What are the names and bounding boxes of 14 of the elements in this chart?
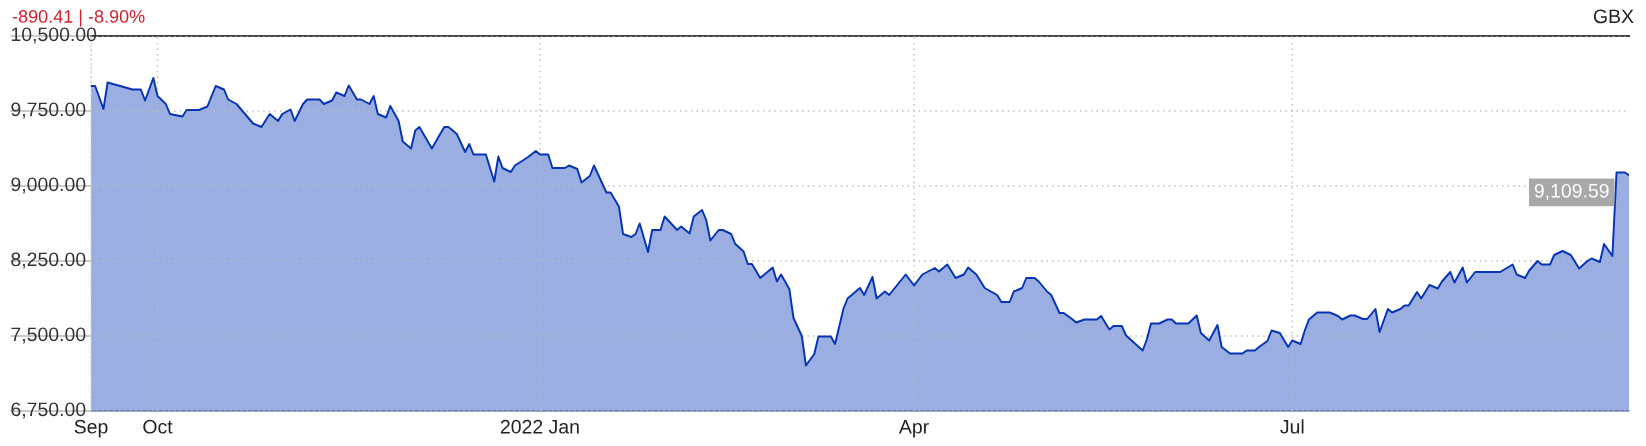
- x-tick-label: 2022 Jan: [500, 419, 579, 434]
- text: GBX: [1593, 9, 1634, 24]
- x-tick-label: Oct: [143, 419, 173, 434]
- y-tick-label: 9,000.00: [11, 177, 86, 194]
- y-tick-label: 10,500.00: [11, 27, 97, 44]
- chart-title: -890.41 | -8.90%: [12, 9, 145, 27]
- y-tick-label: 7,500.00: [11, 327, 86, 344]
- x-tick-label: Jul: [1280, 419, 1304, 434]
- x-tick-label: Apr: [898, 420, 929, 438]
- annotation: 9,109.59: [1534, 183, 1609, 200]
- y-tick-label: 9,750.00: [11, 102, 86, 119]
- y-tick-label: 8,250.00: [11, 252, 86, 269]
- y-tick-label: 6,750.00: [11, 402, 86, 419]
- x-tick-label: Sep: [74, 419, 108, 438]
